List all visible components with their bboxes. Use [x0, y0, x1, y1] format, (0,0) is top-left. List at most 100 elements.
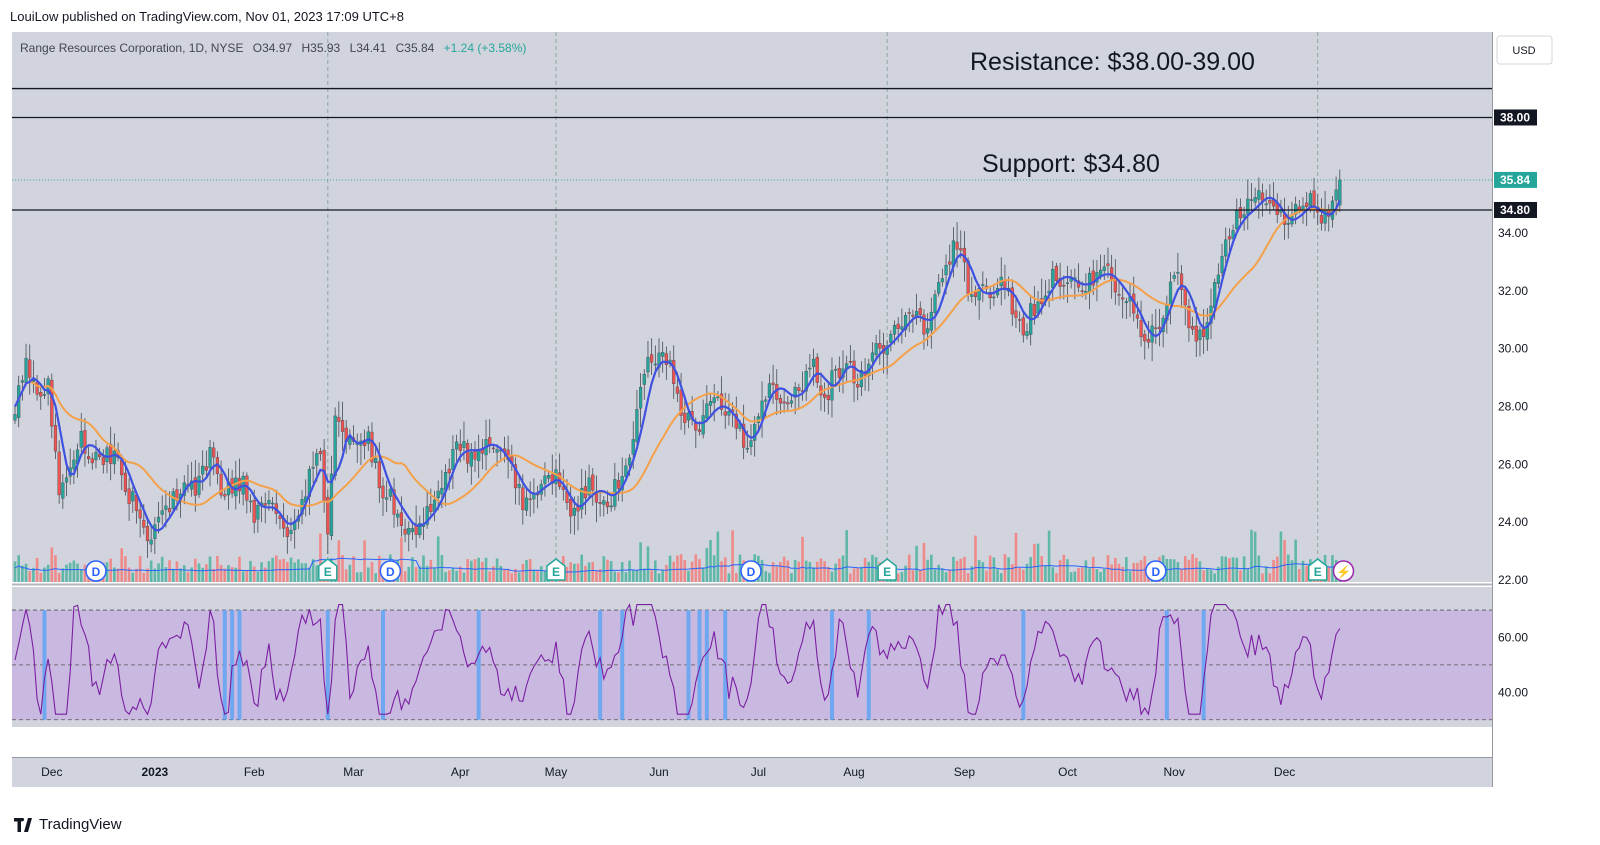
resistance-annotation[interactable]: Resistance: $38.00-39.00: [970, 48, 1255, 76]
candle-body: [1205, 322, 1209, 340]
volume-bar: [138, 555, 142, 582]
candle-body: [337, 417, 341, 422]
volume-bar: [120, 548, 124, 582]
volume-bar: [1235, 557, 1239, 582]
time-axis-strip[interactable]: [12, 757, 1492, 787]
candle-body: [98, 453, 102, 457]
candle-body: [366, 431, 370, 444]
candle-body: [1143, 334, 1147, 342]
split-marker: [1332, 560, 1355, 582]
candle-body: [716, 396, 720, 399]
legend-symbol: Range Resources Corporation, 1D, NYSE: [20, 41, 243, 55]
volume-bar: [43, 567, 46, 582]
time-tick-label: Oct: [1058, 765, 1077, 779]
resistance-badge: [1494, 109, 1537, 126]
volume-bar: [1301, 560, 1305, 582]
candle-body: [1190, 326, 1195, 330]
volume-bar: [871, 554, 874, 582]
currency-button[interactable]: [1496, 35, 1553, 65]
volume-bar: [433, 567, 436, 582]
candle-body: [1010, 287, 1014, 315]
volume-bar: [1294, 539, 1297, 582]
candle-body: [808, 367, 812, 370]
volume-bar: [1298, 569, 1301, 582]
candle-body: [219, 473, 223, 496]
rsi-highlight-bar: [230, 610, 235, 720]
candle-body: [646, 357, 650, 373]
rsi-tick-label: 60.00: [1498, 630, 1528, 644]
volume-bar: [282, 558, 285, 582]
volume-bar: [355, 572, 359, 582]
volume-bar: [514, 568, 517, 582]
volume-bar: [1010, 564, 1014, 582]
candle-body: [388, 488, 392, 497]
volume-bar: [705, 547, 709, 582]
volume-bar: [1088, 568, 1091, 582]
legend-low: L34.41: [350, 41, 387, 55]
volume-bar: [701, 567, 705, 582]
volume-bar: [782, 556, 786, 582]
footer-brand[interactable]: TradingView: [12, 816, 122, 833]
candle-body: [112, 450, 116, 465]
volume-bar: [1187, 559, 1191, 582]
candle-body: [1032, 304, 1036, 316]
volume-bar: [609, 561, 613, 582]
volume-bar: [1202, 570, 1205, 582]
volume-bar: [1224, 556, 1228, 582]
candle-body: [1135, 314, 1139, 319]
candle-body: [127, 488, 131, 505]
candle-body: [591, 474, 595, 491]
candle-body: [429, 504, 433, 513]
volume-bar: [1102, 569, 1106, 582]
candle-body: [826, 395, 830, 401]
candle-body: [554, 469, 558, 485]
volume-bar: [716, 531, 720, 582]
volume-bar: [414, 567, 418, 582]
legend-high: H35.93: [302, 41, 341, 55]
price-tick-label: 30.00: [1498, 342, 1528, 356]
volume-bar: [495, 558, 499, 582]
candle-body: [973, 291, 978, 297]
volume-bar: [422, 555, 425, 582]
volume-bar: [1268, 573, 1272, 582]
volume-bar: [481, 561, 484, 582]
volume-bar: [845, 530, 848, 582]
volume-bar: [683, 560, 687, 582]
candle-body: [318, 451, 323, 455]
volume-bar: [1331, 555, 1334, 582]
volume-bar: [61, 568, 65, 582]
candle-body: [289, 529, 293, 534]
volume-bar: [587, 562, 591, 582]
candle-body: [101, 456, 105, 466]
candle-body: [712, 397, 716, 403]
candle-body: [918, 308, 922, 316]
volume-bar: [440, 554, 444, 582]
legend-close: C35.84: [396, 41, 435, 55]
candle-body: [42, 394, 47, 396]
candle-body: [1117, 294, 1121, 296]
volume-bar: [804, 560, 808, 582]
candle-body: [436, 490, 440, 499]
candle-body: [1051, 268, 1055, 288]
volume-bar: [771, 562, 775, 582]
price-pane[interactable]: [12, 32, 1492, 582]
rsi-line: [14, 603, 1341, 716]
volume-bar: [311, 559, 315, 582]
volume-bar: [679, 554, 683, 582]
candle-body: [1102, 266, 1106, 271]
candle-body: [333, 415, 337, 476]
volume-bar: [988, 555, 992, 582]
candle-body: [57, 451, 61, 496]
support-annotation[interactable]: Support: $34.80: [982, 150, 1160, 178]
candle-body: [1238, 207, 1243, 219]
volume-bar: [1077, 567, 1080, 582]
volume-bar: [411, 557, 414, 582]
volume-bar: [113, 567, 116, 582]
candle-body: [208, 447, 212, 469]
volume-bar: [536, 570, 539, 582]
volume-bar: [429, 559, 433, 582]
volume-bar: [1290, 560, 1294, 582]
candle-body: [749, 440, 753, 447]
volume-bar: [418, 566, 422, 582]
